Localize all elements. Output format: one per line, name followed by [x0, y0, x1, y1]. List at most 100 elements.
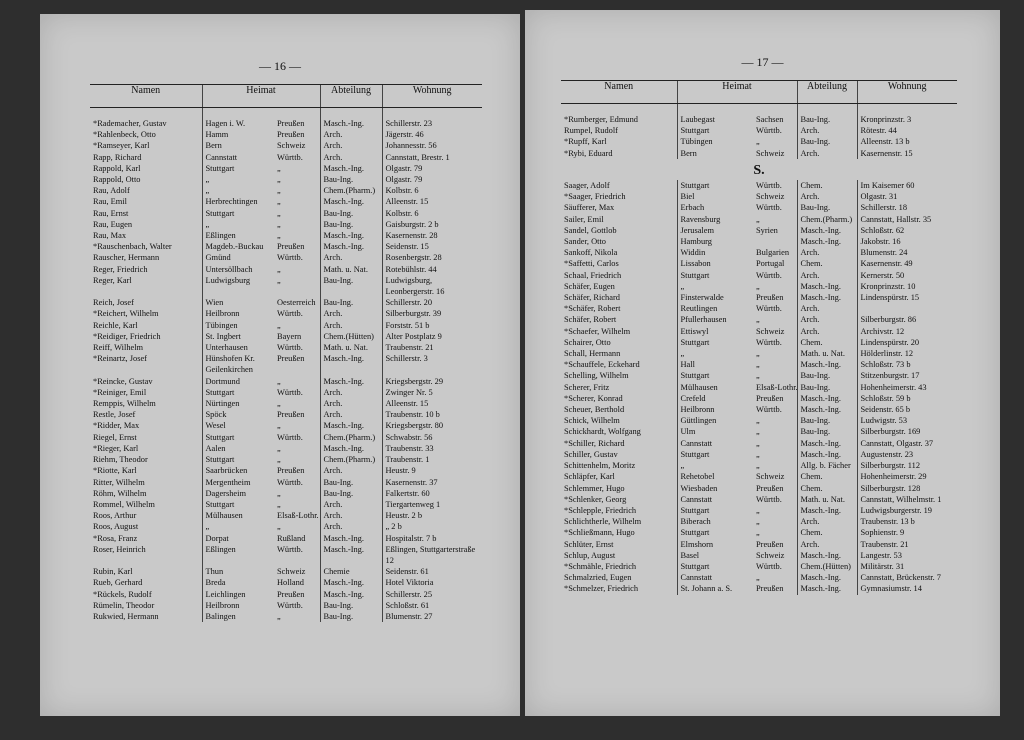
address: Traubenstr. 10 b: [381, 409, 482, 421]
entry-row: *Scherer, Konrad Crefeld Preußen Masch.-Ing…: [561, 392, 957, 405]
home-country: Württb.: [277, 309, 303, 319]
entry-row: *Rupff, Karl Tübingen „ Bau-Ing. Alleenstr. …: [561, 136, 957, 148]
home-country: „: [277, 399, 281, 409]
home-country: Oesterreich: [277, 298, 316, 308]
home-town: Stuttgart: [676, 269, 753, 281]
name: *Schmähle, Friedrich: [564, 561, 637, 571]
department: Bau-Ing.: [319, 207, 382, 219]
address: Ludwigsburg, Leonbergerstr. 16: [381, 274, 482, 298]
home-country: „: [756, 214, 760, 224]
entry-row: Riegel, Ernst Stuttgart Württb. Chem.(Pharm…: [90, 431, 482, 443]
home-town: Stuttgart: [201, 386, 274, 399]
name: Schlichtherle, Wilhelm: [564, 517, 642, 527]
address: Alleenstr. 15: [381, 398, 482, 410]
home-country: Preußen: [277, 589, 305, 599]
department: Masch.-Ing.: [319, 588, 382, 600]
entry-row: Rau, Emil Herbrechtingen „ Masch.-Ing. Allee…: [90, 196, 482, 208]
address: Lindenspürstr. 20: [856, 336, 957, 349]
entry-row: Reichle, Karl Tübingen „ Arch. Forststr. 51 …: [90, 319, 482, 331]
home-country: „: [756, 281, 760, 291]
name: Reger, Friedrich: [93, 264, 148, 274]
entry-row: *Schiller, Richard Cannstatt „ Masch.-Ing. C…: [561, 437, 957, 449]
department: Chem.(Hütten): [796, 560, 857, 573]
address: Seidenstr. 65 b: [856, 404, 957, 416]
home-country: [753, 236, 797, 247]
address: Cannstatt, Olgastr. 37: [856, 437, 957, 449]
home-country: „: [277, 219, 281, 229]
home-town: Erbach: [676, 202, 753, 214]
entry-row: Röhm, Wilhelm Dagersheim „ Bau-Ing. Falkerts…: [90, 487, 482, 499]
home-town: „: [201, 174, 274, 186]
address: Silberburgstr. 112: [856, 460, 957, 472]
address: Kernerstr. 50: [856, 269, 957, 281]
table-head: Namen Heimat Abteilung Wohnung: [90, 84, 482, 108]
department: Arch.: [796, 247, 857, 259]
home-town: „: [201, 185, 274, 197]
entry-row: *Schäfer, Robert Reutlingen Württb. Arch.: [561, 303, 957, 315]
home-town: Reutlingen: [676, 303, 753, 315]
home-town: Stuttgart: [676, 370, 753, 382]
name: Schelling, Wilhelm: [564, 371, 629, 381]
page-number: — 17 —: [741, 55, 784, 69]
address: Schillerstr. 25: [381, 588, 482, 600]
department: Masch.-Ing.: [319, 107, 382, 130]
column-header: Abteilung: [796, 80, 857, 104]
home-town: Ravensburg: [676, 213, 753, 225]
department: Arch.: [319, 498, 382, 511]
name: Scherer, Fritz: [564, 382, 610, 392]
department: Masch.-Ing.: [796, 224, 857, 237]
address: Kriegsbergstr. 29: [381, 375, 482, 387]
address: Rotebühlstr. 44: [381, 263, 482, 275]
entry-row: *Schlepple, Friedrich Stuttgart „ Masch.-In…: [561, 504, 957, 517]
address: Traubenstr. 21: [856, 538, 957, 550]
department: Masch.-Ing.: [796, 549, 857, 561]
department: Chemie: [319, 566, 382, 578]
home-town: „: [201, 218, 274, 231]
address: Alter Postplatz 9: [381, 330, 482, 343]
name: Roos, Arthur: [93, 511, 137, 521]
department: Arch.: [319, 398, 382, 410]
home-country: „: [756, 449, 760, 459]
entry-row: Rapp, Richard Cannstatt Württb. Arch. Cannst…: [90, 151, 482, 163]
department: Masch.-Ing.: [796, 572, 857, 584]
home-town: Breda: [201, 577, 274, 589]
department: Chem.: [796, 482, 857, 494]
home-country: Schweiz: [756, 192, 785, 202]
home-country: Schweiz: [756, 550, 785, 560]
department: Bau-Ing.: [796, 202, 857, 214]
entry-row: Rukwied, Hermann Balingen „ Bau-Ing. Blumens…: [90, 610, 482, 623]
department: Math. u. Nat.: [319, 342, 382, 354]
department: Arch.: [796, 147, 857, 159]
entry-row: Reich, Josef Wien Oesterreich Bau-Ing. Schil…: [90, 297, 482, 309]
department: Masch.-Ing.: [796, 292, 857, 304]
name: *Rumberger, Edmund: [564, 115, 638, 124]
department: Bau-Ing.: [319, 476, 382, 488]
home-country: Württb.: [277, 387, 303, 397]
home-town: Finsterwalde: [676, 292, 753, 304]
address: Zwinger Nr. 5: [381, 386, 482, 399]
home-town: Hall: [676, 359, 753, 371]
entry-row: Reger, Friedrich Untersöllbach „ Math. u. N…: [90, 263, 482, 275]
department: Arch.: [319, 386, 382, 399]
entry-row: Rumpel, Rudolf Stuttgart Württb. Arch. Rötes…: [561, 125, 957, 137]
home-country: „: [277, 499, 281, 509]
name: Rau, Max: [93, 231, 127, 241]
department: Bau-Ing.: [796, 381, 857, 393]
name: *Reidiger, Friedrich: [93, 331, 161, 341]
name: Reich, Josef: [93, 298, 134, 308]
home-town: Hamm: [201, 129, 274, 141]
entry-row: Säufferer, Max Erbach Württb. Bau-Ing. Schil…: [561, 202, 957, 214]
name: *Schäfer, Robert: [564, 304, 621, 314]
home-town: Heilbronn: [201, 599, 274, 611]
column-header: Heimat: [201, 84, 320, 108]
home-country: Württb.: [756, 181, 782, 191]
name: *Saager, Friedrich: [564, 192, 626, 202]
entry-row: *Rosa, Franz Dorpat Rußland Masch.-Ing. Hosp…: [90, 532, 482, 544]
entry-row: Scherer, Fritz Mülhausen Elsaß-Lothr. Bau-I…: [561, 381, 957, 393]
department: Arch.: [796, 269, 857, 281]
name: Reger, Karl: [93, 275, 132, 285]
address: Ludwigstr. 53: [856, 415, 957, 427]
name: Röhm, Wilhelm: [93, 488, 147, 498]
name: *Rosa, Franz: [93, 533, 138, 543]
